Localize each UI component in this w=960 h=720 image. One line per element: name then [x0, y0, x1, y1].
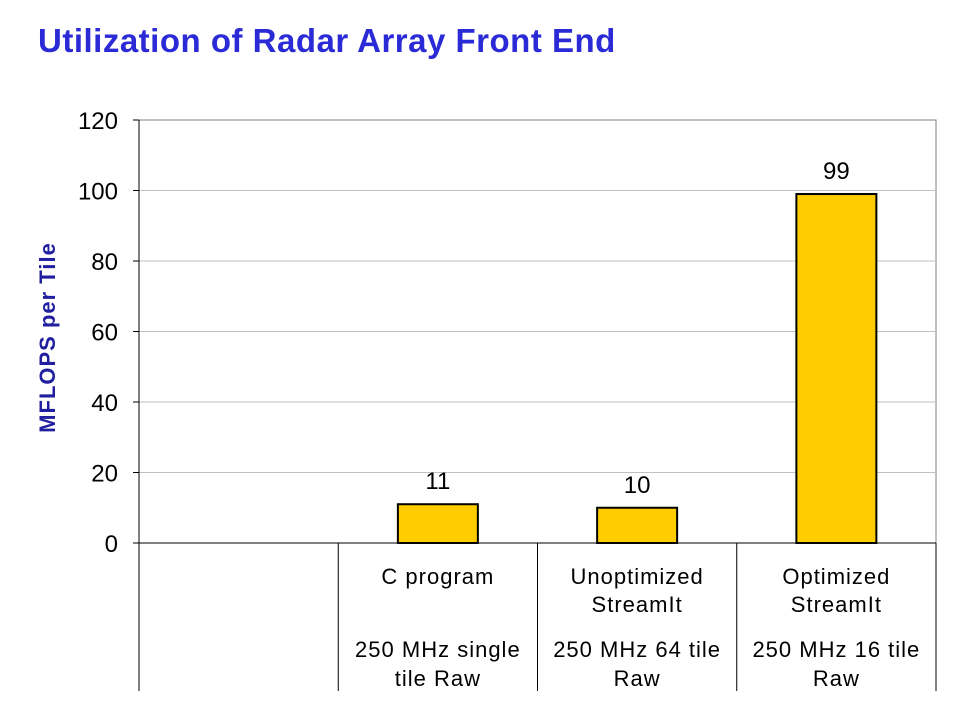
category-label: C program	[381, 564, 494, 589]
category-label: Raw	[614, 666, 661, 691]
data-label: 99	[823, 158, 850, 185]
category-label: StreamIt	[592, 592, 683, 617]
y-tick-label: 120	[78, 108, 118, 135]
y-tick-label: 20	[91, 461, 118, 488]
y-axis-label: MFLOPS per Tile	[35, 242, 60, 433]
labels: 0 20 40 60 80 100 120 MFLOPS per Tile 11 10 99 C pr…	[35, 108, 920, 691]
category-label: 250 MHz 64 tile	[553, 637, 721, 662]
bars	[396, 193, 878, 545]
category-label: 250 MHz single	[355, 637, 521, 662]
category-label: StreamIt	[791, 592, 882, 617]
y-tick-label: 60	[91, 320, 118, 347]
y-tick-label: 80	[91, 249, 118, 276]
axes	[133, 119, 937, 691]
y-tick-label: 100	[78, 179, 118, 206]
category-label: 250 MHz 16 tile	[752, 637, 920, 662]
bar	[795, 193, 878, 544]
data-label: 10	[624, 472, 651, 499]
category-label: Unoptimized	[570, 564, 703, 589]
y-tick-label: 0	[105, 531, 118, 558]
y-tick-label: 40	[91, 390, 118, 417]
data-label: 11	[425, 468, 450, 495]
page-title: Utilization of Radar Array Front End	[38, 22, 616, 59]
category-label: Raw	[813, 666, 860, 691]
category-label: Optimized	[782, 564, 890, 589]
bar	[596, 506, 679, 544]
bar	[396, 503, 479, 545]
category-label: tile Raw	[395, 666, 481, 691]
